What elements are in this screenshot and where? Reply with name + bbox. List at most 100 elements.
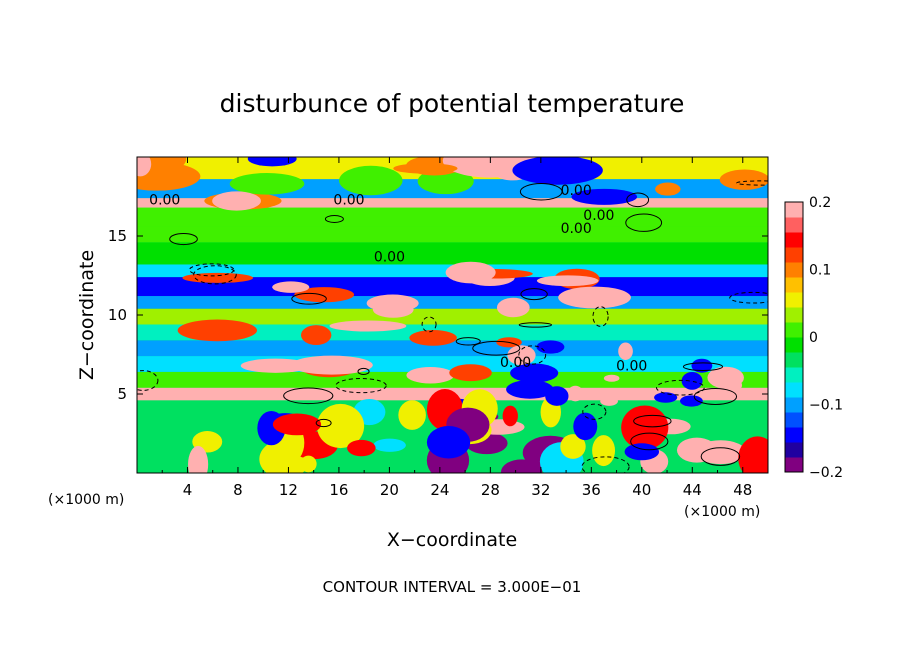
heatmap-blob: [738, 436, 768, 473]
x-tick-label: 44: [683, 481, 702, 499]
heatmap-blob: [398, 400, 426, 430]
contour-line: [357, 367, 370, 376]
colorbar-swatch: [785, 412, 803, 428]
contour-label: 0.00: [616, 358, 647, 374]
contour-line: [315, 418, 332, 428]
heatmap-band: [137, 198, 768, 208]
contour-label: 0.00: [561, 183, 592, 199]
heatmap-blob: [393, 163, 458, 174]
contour-line: [518, 322, 553, 328]
heatmap-blob: [502, 405, 518, 427]
heatmap-blob: [507, 345, 536, 366]
colorbar: [784, 201, 804, 473]
contour-label: 0.00: [561, 221, 592, 237]
heatmap-blob: [571, 188, 638, 205]
contour-line: [592, 306, 609, 327]
colorbar-swatch: [785, 352, 803, 368]
heatmap-blob: [624, 443, 660, 461]
heatmap-band: [137, 308, 768, 325]
heatmap-blob: [603, 374, 620, 382]
contour-line: [729, 291, 768, 304]
chart-title: disturbunce of potential temperature: [220, 89, 685, 118]
x-tick-label: 8: [233, 481, 243, 499]
contour-line: [335, 378, 387, 394]
colorbar-frame: [784, 201, 804, 473]
heatmap-blob: [510, 363, 559, 383]
heatmap-blob: [681, 372, 703, 390]
contour-line: [137, 370, 159, 391]
contour-line: [421, 316, 437, 333]
contour-line: [736, 180, 768, 186]
contour-label: 0.00: [500, 355, 531, 371]
contour-line: [455, 337, 481, 346]
contour-label: 0.00: [333, 192, 364, 208]
colorbar-swatch: [785, 442, 803, 458]
heatmap-blob: [316, 403, 365, 449]
contour-line: [520, 288, 548, 301]
colorbar-label: 0: [809, 330, 818, 346]
heatmap-blob: [719, 169, 768, 190]
heatmap-blob: [691, 358, 713, 373]
x-tick-label: 16: [329, 481, 348, 499]
contour-line: [518, 345, 547, 365]
contour-line: [626, 192, 650, 208]
contour-line: [682, 362, 724, 371]
colorbar-swatch: [785, 307, 803, 323]
heatmap-blob: [300, 455, 317, 473]
heatmap-blob: [512, 157, 603, 185]
contour-line: [581, 456, 630, 473]
heatmap-blob: [621, 405, 669, 450]
heatmap-blob: [272, 281, 310, 293]
x-tick-label: 28: [481, 481, 500, 499]
colorbar-label: 0.1: [809, 263, 831, 279]
contour-line: [193, 265, 237, 285]
x-tick-label: 20: [380, 481, 399, 499]
contour-line: [582, 403, 607, 420]
heatmap-blob: [290, 355, 373, 375]
contour-line: [519, 182, 563, 201]
heatmap-band: [137, 226, 768, 243]
heatmap-field: [137, 157, 768, 473]
contour-label: 0.00: [374, 249, 405, 265]
heatmap-blob: [229, 173, 305, 195]
contour-line: [693, 387, 738, 405]
y-tick-label: 5: [117, 385, 127, 403]
heatmap-band: [137, 207, 768, 227]
x-tick-label: 48: [733, 481, 752, 499]
heatmap-blob: [188, 445, 209, 473]
colorbar-swatch: [785, 397, 803, 413]
y-axis-label: Z−coordinate: [76, 250, 98, 380]
heatmap-blob: [592, 435, 616, 467]
heatmap-band: [137, 242, 768, 265]
x-tick-label: 24: [430, 481, 449, 499]
colorbar-swatch: [785, 202, 803, 218]
contour-interval: CONTOUR INTERVAL = 3.000E−01: [323, 578, 582, 596]
heatmap-blob: [558, 286, 631, 309]
contour-line: [633, 414, 672, 428]
heatmap-blob: [445, 261, 496, 284]
heatmap-band: [137, 296, 768, 309]
heatmap-blob: [329, 320, 407, 332]
heatmap-blob: [536, 340, 565, 354]
x-tick-label: 12: [279, 481, 298, 499]
heatmap-blob: [347, 439, 376, 457]
heatmap-blob: [695, 440, 747, 465]
heatmap-blob: [212, 191, 261, 211]
heatmap-blob: [137, 157, 152, 177]
heatmap-blob: [679, 395, 703, 407]
heatmap-blob: [426, 426, 471, 459]
contour-line: [283, 387, 334, 405]
x-tick-label: 32: [531, 481, 550, 499]
colorbar-label: −0.1: [809, 398, 843, 414]
heatmap-blob: [600, 396, 618, 406]
heatmap-blob: [177, 319, 257, 342]
colorbar-swatch: [785, 277, 803, 293]
heatmap-blob: [339, 165, 403, 196]
contour-line: [656, 379, 705, 396]
colorbar-swatch: [785, 322, 803, 338]
heatmap-blob: [560, 434, 586, 459]
contour-line: [625, 213, 663, 232]
heatmap-blob: [506, 380, 554, 399]
heatmap-blob: [725, 379, 743, 392]
contour-line: [472, 340, 521, 356]
